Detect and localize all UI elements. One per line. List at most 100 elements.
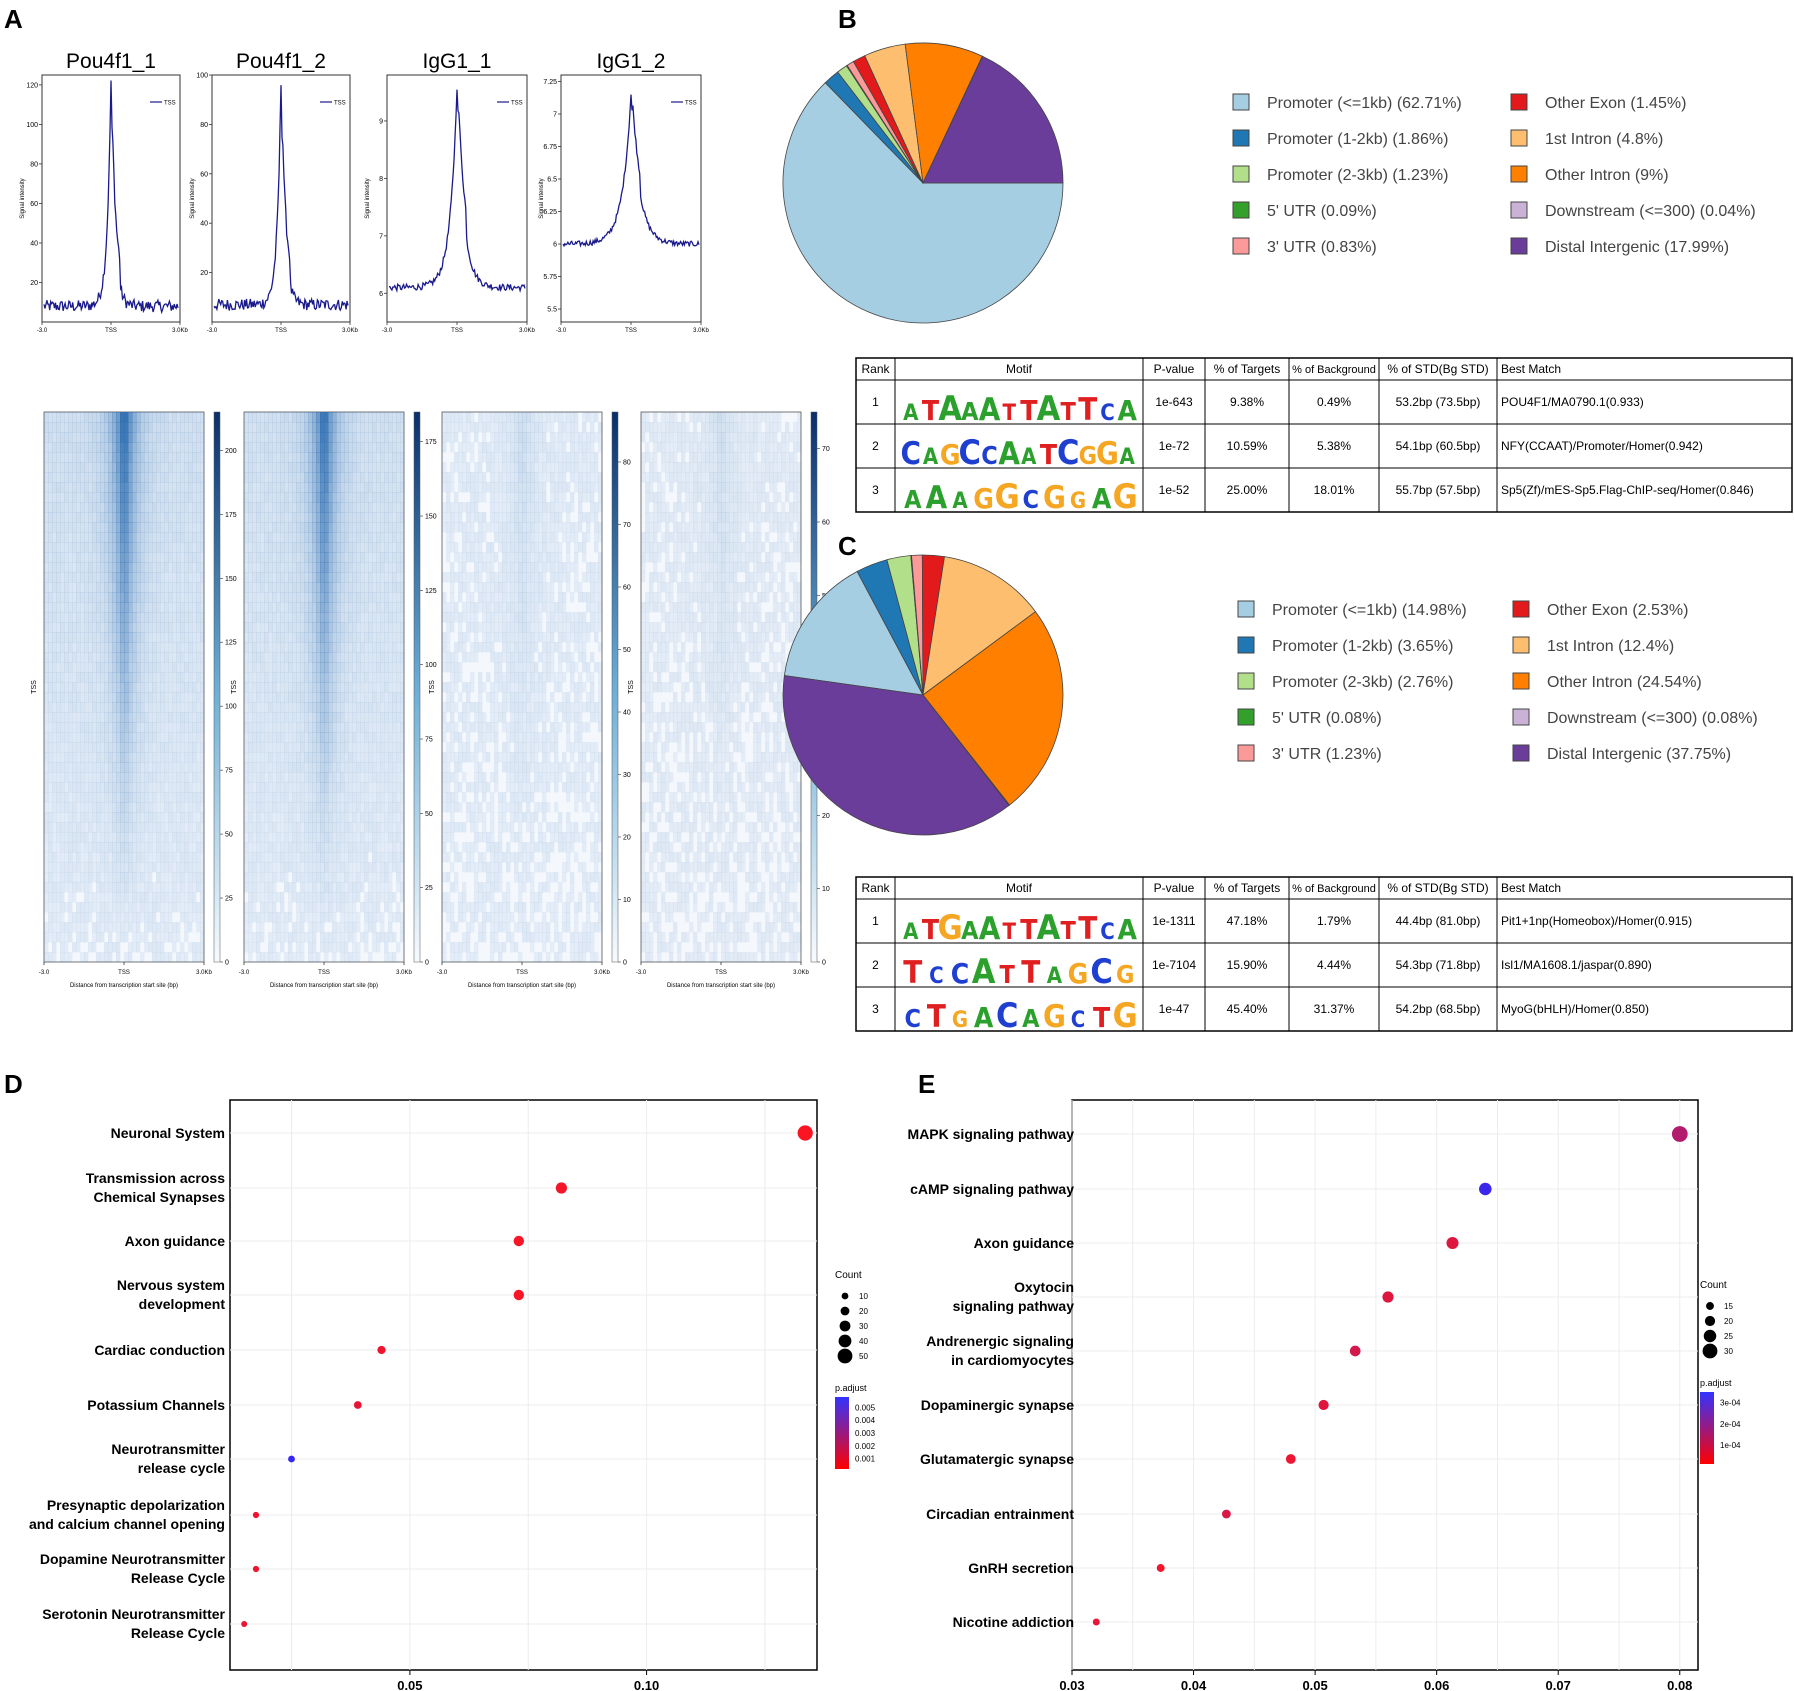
heatmap-cell [582, 462, 587, 473]
heatmap-cell [104, 732, 109, 743]
heatmap-cell [64, 662, 69, 673]
heatmap-cell [176, 642, 181, 653]
heatmap-cell [332, 842, 337, 853]
heatmap-cell [364, 472, 369, 483]
heatmap-cell [68, 452, 73, 463]
heatmap-cell [320, 502, 325, 513]
heatmap-cell [104, 592, 109, 603]
heatmap-cell [312, 532, 317, 543]
heatmap-cell [450, 462, 455, 473]
heatmap-cell [324, 712, 329, 723]
heatmap-cell [284, 852, 289, 863]
heatmap-cell [272, 432, 277, 443]
heatmap-cell [392, 862, 397, 873]
heatmap-cell [104, 692, 109, 703]
heatmap-cell [48, 562, 53, 573]
heatmap-cell [180, 652, 185, 663]
heatmap-cell [332, 732, 337, 743]
heatmap-cell [288, 612, 293, 623]
heatmap-cell [280, 902, 285, 913]
heatmap-cell [144, 452, 149, 463]
heatmap-cell [292, 542, 297, 553]
heatmap-cell [522, 542, 527, 553]
heatmap-cell [276, 662, 281, 673]
heatmap-cell [372, 852, 377, 863]
heatmap-cell [256, 632, 261, 643]
heatmap-cell [172, 582, 177, 593]
heatmap-cell [304, 862, 309, 873]
heatmap-cell [136, 462, 141, 473]
heatmap-cell [336, 662, 341, 673]
heatmap-cell [244, 452, 249, 463]
heatmap-cell [180, 702, 185, 713]
profile-title: IgG1_2 [597, 50, 666, 73]
heatmap-cell [108, 462, 113, 473]
heatmap-cell [566, 522, 571, 533]
heatmap-cell [120, 772, 125, 783]
heatmap-cell [152, 612, 157, 623]
heatmap-cell [348, 472, 353, 483]
heatmap-cell [336, 752, 341, 763]
heatmap-cell [96, 452, 101, 463]
heatmap-cell [388, 752, 393, 763]
heatmap-cell [260, 432, 265, 443]
heatmap-cell [598, 422, 603, 433]
heatmap-cell [458, 452, 463, 463]
heatmap-cell [268, 862, 273, 873]
heatmap-cell [388, 652, 393, 663]
heatmap-cell [574, 552, 579, 563]
heatmap-cell [368, 492, 373, 503]
heatmap-cell [538, 512, 543, 523]
heatmap-cell [68, 932, 73, 943]
heatmap-cell [300, 442, 305, 453]
heatmap-cell [482, 562, 487, 573]
heatmap-cell [160, 422, 165, 433]
heatmap-cell [360, 852, 365, 863]
heatmap-cell [136, 852, 141, 863]
heatmap-cell [510, 502, 515, 513]
heatmap-cell [340, 432, 345, 443]
heatmap-cell [96, 712, 101, 723]
heatmap-cell [458, 512, 463, 523]
heatmap-cell [336, 592, 341, 603]
heatmap-cell [486, 552, 491, 563]
heatmap-cell [566, 482, 571, 493]
heatmap-cell [164, 692, 169, 703]
heatmap-cell [132, 712, 137, 723]
heatmap-cell [300, 692, 305, 703]
heatmap-cell [76, 762, 81, 773]
heatmap-cell [84, 422, 89, 433]
heatmap-cell [288, 452, 293, 463]
heatmap-cell [486, 542, 491, 553]
heatmap-cell [88, 452, 93, 463]
heatmap-cell [380, 452, 385, 463]
heatmap-cell [300, 702, 305, 713]
heatmap-cell [80, 742, 85, 753]
heatmap-cell [304, 562, 309, 573]
heatmap-cell [400, 862, 405, 873]
heatmap-cell [494, 452, 499, 463]
heatmap-cell [156, 782, 161, 793]
heatmap-cell [296, 842, 301, 853]
heatmap-cell [92, 752, 97, 763]
heatmap-cell [442, 462, 447, 473]
heatmap-cell [168, 762, 173, 773]
heatmap-cell [356, 922, 361, 933]
heatmap-cell [352, 552, 357, 563]
heatmap-cell [172, 862, 177, 873]
heatmap-cell [372, 472, 377, 483]
heatmap-cell [180, 782, 185, 793]
heatmap-cell [558, 522, 563, 533]
heatmap-cell [284, 502, 289, 513]
heatmap-cell [288, 902, 293, 913]
heatmap-cell [264, 502, 269, 513]
heatmap-cell [392, 752, 397, 763]
heatmap-cell [140, 832, 145, 843]
heatmap-cell [344, 412, 349, 423]
heatmap-cell [494, 422, 499, 433]
heatmap-cell [260, 782, 265, 793]
heatmap-cell [44, 792, 49, 803]
heatmap-cell [108, 572, 113, 583]
heatmap-cell [164, 482, 169, 493]
heatmap-cell [586, 432, 591, 443]
